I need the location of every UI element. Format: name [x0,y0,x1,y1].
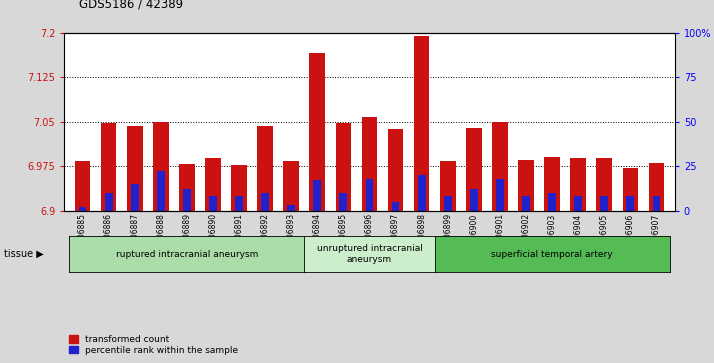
Bar [287,205,295,211]
Bar [257,126,273,211]
Bar [127,126,143,211]
Bar [492,122,508,211]
Bar [283,161,299,211]
Text: GDS5186 / 42389: GDS5186 / 42389 [79,0,183,11]
Bar [470,189,478,211]
Bar [209,196,217,211]
Bar [105,193,113,211]
Bar [235,196,243,211]
Text: unruptured intracranial
aneurysm: unruptured intracranial aneurysm [316,244,423,264]
Bar [496,179,504,211]
Text: superficial temporal artery: superficial temporal artery [491,250,613,258]
Bar [336,123,351,211]
Bar [309,53,325,211]
Bar [339,193,347,211]
Bar [600,196,608,211]
Bar [101,123,116,211]
Bar [79,207,86,211]
Bar [466,127,482,211]
Bar [261,193,269,211]
Bar [574,196,582,211]
Bar [544,157,560,211]
Legend: transformed count, percentile rank within the sample: transformed count, percentile rank withi… [69,335,238,355]
Bar [157,171,165,211]
Bar [75,161,91,211]
Bar [648,163,664,211]
Bar [388,129,403,211]
Bar [153,122,169,211]
Bar [522,196,530,211]
Bar [392,201,400,211]
Bar [231,166,247,211]
Bar [570,158,586,211]
Bar [131,184,139,211]
Bar [205,158,221,211]
Bar [653,196,660,211]
Bar [183,189,191,211]
Text: tissue ▶: tissue ▶ [4,249,44,259]
Bar [366,179,373,211]
Bar [414,36,430,211]
Bar [444,196,452,211]
Bar [548,193,556,211]
Bar [518,160,534,211]
Bar [440,161,456,211]
Bar [626,196,634,211]
Bar [623,168,638,211]
Bar [362,117,377,211]
Bar [596,158,612,211]
Bar [179,164,195,211]
Bar [313,180,321,211]
Text: ruptured intracranial aneurysm: ruptured intracranial aneurysm [116,250,258,258]
Bar [418,175,426,211]
